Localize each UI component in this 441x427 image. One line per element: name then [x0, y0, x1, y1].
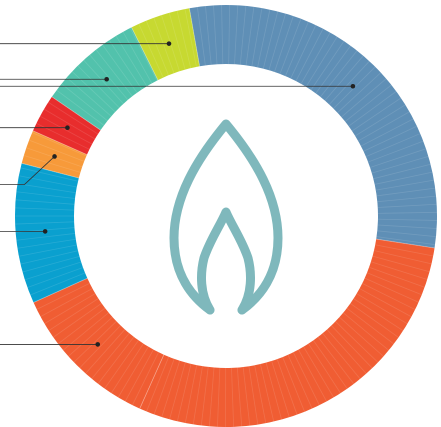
leader-dot-1 [350, 83, 356, 89]
flame-inner-stroke [197, 207, 255, 315]
donut-slice-2 [139, 239, 435, 427]
leader-dot-8 [166, 41, 172, 46]
texture-group [14, 5, 437, 427]
donut-slice-4 [15, 163, 88, 303]
flame-outer-stroke [169, 119, 283, 315]
leader-dot-6 [65, 125, 70, 131]
donut-slice-8 [131, 8, 200, 81]
leader-dot-4 [42, 229, 48, 234]
leaders-group [0, 41, 356, 347]
flame-icon [169, 119, 283, 315]
leader-line-5 [0, 156, 55, 185]
leader-dot-5 [52, 154, 57, 159]
leader-dot-3 [95, 342, 101, 347]
leader-dot-7 [104, 76, 109, 82]
donut-slice-1 [189, 4, 437, 249]
